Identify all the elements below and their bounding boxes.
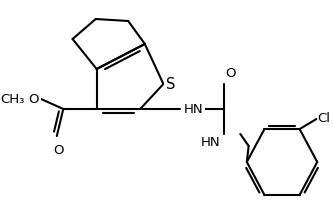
Text: HN: HN [184, 103, 203, 116]
Text: O: O [225, 67, 236, 80]
Text: S: S [166, 76, 175, 92]
Text: CH₃: CH₃ [0, 92, 24, 106]
Text: O: O [53, 144, 64, 157]
Text: Cl: Cl [317, 111, 330, 125]
Text: HN: HN [200, 136, 220, 149]
Text: O: O [29, 92, 39, 106]
